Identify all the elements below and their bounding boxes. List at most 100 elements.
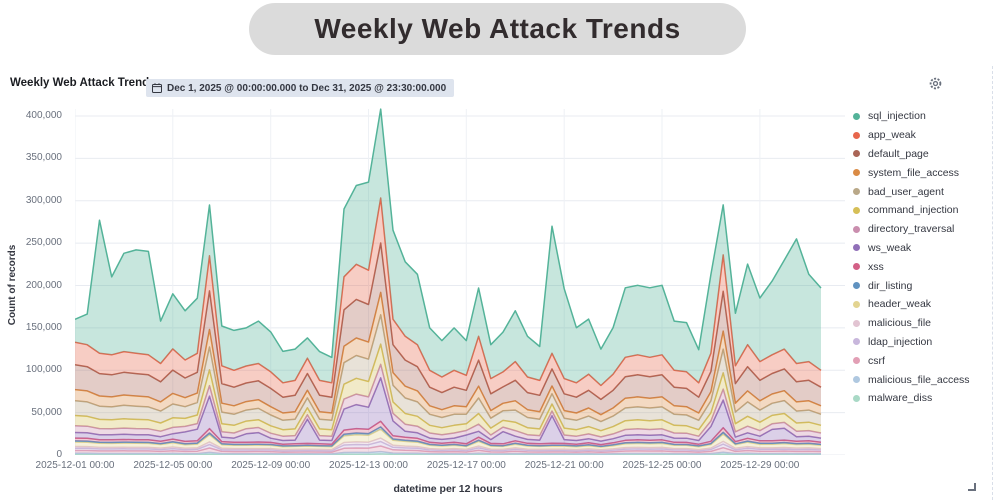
- legend-item-bad_user_agent[interactable]: bad_user_agent: [853, 182, 970, 201]
- legend-dot-icon: [853, 188, 860, 196]
- area-band-header_weak: [75, 429, 821, 450]
- area-line-system_file_access: [74, 291, 822, 416]
- x-tick-label: 2025-12-05 00:00: [133, 460, 213, 471]
- area-band-directory_traversal: [75, 364, 821, 442]
- y-tick-label: 400,000: [25, 110, 62, 121]
- legend-label: header_weak: [868, 298, 932, 311]
- legend-dot-icon: [853, 206, 860, 214]
- legend-item-malicious_file[interactable]: malicious_file: [853, 314, 970, 333]
- panel-title: Weekly Web Attack Trends: [10, 77, 156, 89]
- x-tick-label: 2025-12-25 00:00: [622, 460, 702, 471]
- y-tick-label: 0: [56, 449, 62, 460]
- time-range-text: Dec 1, 2025 @ 00:00:00.000 to Dec 31, 20…: [167, 82, 447, 94]
- y-tick-label: 200,000: [25, 279, 62, 291]
- legend-item-csrf[interactable]: csrf: [853, 351, 970, 370]
- legend-label: ws_weak: [868, 241, 912, 254]
- legend-item-dir_listing[interactable]: dir_listing: [853, 276, 970, 295]
- legend-dot-icon: [853, 263, 860, 271]
- legend-item-malicious_file_access[interactable]: malicious_file_access: [853, 370, 970, 389]
- x-tick-label: 2025-12-01 00:00: [35, 460, 115, 471]
- area-line-directory_traversal: [74, 363, 822, 438]
- area-line-default_page: [74, 242, 822, 401]
- legend-label: default_page: [868, 147, 929, 160]
- area-band-bad_user_agent: [75, 314, 821, 431]
- resize-corner-icon[interactable]: [968, 483, 976, 491]
- legend-item-default_page[interactable]: default_page: [853, 145, 970, 164]
- area-line-command_injection: [74, 343, 822, 432]
- y-tick-label: 300,000: [25, 194, 62, 206]
- area-line-app_weak: [74, 197, 822, 387]
- legend-dot-icon: [853, 112, 860, 120]
- area-line-malicious_file_access: [75, 450, 822, 455]
- time-range-badge[interactable]: Dec 1, 2025 @ 00:00:00.000 to Dec 31, 20…: [146, 79, 455, 97]
- legend-dot-icon: [853, 376, 860, 384]
- area-line-malware_diss: [75, 453, 822, 456]
- legend-item-ws_weak[interactable]: ws_weak: [853, 239, 970, 258]
- area-band-sql_injection: [75, 109, 821, 386]
- area-line-sql_injection: [74, 108, 822, 359]
- page-title-pill: Weekly Web Attack Trends: [249, 3, 746, 55]
- page-title: Weekly Web Attack Trends: [314, 13, 681, 44]
- area-band-ws_weak: [75, 377, 821, 445]
- legend-label: bad_user_agent: [868, 185, 944, 198]
- y-tick-label: 150,000: [25, 321, 62, 333]
- legend-dot-icon: [853, 131, 860, 139]
- area-line-ws_weak: [74, 377, 822, 442]
- legend-label: csrf: [868, 354, 885, 367]
- legend-dot-icon: [853, 357, 860, 365]
- legend-dot-icon: [853, 244, 860, 252]
- legend-dot-icon: [853, 225, 860, 233]
- x-tick-label: 2025-12-17 00:00: [426, 460, 506, 471]
- legend-item-sql_injection[interactable]: sql_injection: [853, 107, 970, 126]
- legend-label: malicious_file_access: [868, 373, 970, 386]
- legend-dot-icon: [853, 300, 860, 308]
- legend-item-ldap_injection[interactable]: ldap_injection: [853, 333, 970, 352]
- x-tick-label: 2025-12-29 00:00: [720, 460, 800, 471]
- x-tick-label: 2025-12-13 00:00: [329, 460, 408, 471]
- chart-legend: sql_injection app_weak default_page system_…: [853, 107, 970, 408]
- gear-icon: [928, 76, 943, 96]
- legend-label: malware_diss: [868, 392, 933, 405]
- legend-item-xss[interactable]: xss: [853, 257, 970, 276]
- legend-dot-icon: [853, 394, 860, 402]
- legend-label: dir_listing: [868, 279, 913, 292]
- panel-settings-button[interactable]: [926, 77, 944, 95]
- legend-label: sql_injection: [868, 110, 926, 123]
- area-band-command_injection: [75, 344, 821, 437]
- area-line-ldap_injection: [74, 440, 822, 452]
- legend-label: directory_traversal: [868, 223, 955, 236]
- legend-label: system_file_access: [868, 166, 960, 179]
- legend-label: ldap_injection: [868, 335, 933, 348]
- legend-item-directory_traversal[interactable]: directory_traversal: [853, 220, 970, 239]
- legend-dot-icon: [853, 169, 860, 177]
- area-line-header_weak: [74, 428, 822, 448]
- legend-label: xss: [868, 260, 884, 273]
- legend-item-system_file_access[interactable]: system_file_access: [853, 163, 970, 182]
- legend-item-app_weak[interactable]: app_weak: [853, 126, 970, 145]
- y-tick-label: 50,000: [31, 406, 62, 418]
- legend-dot-icon: [853, 338, 860, 346]
- legend-dot-icon: [853, 319, 860, 327]
- calendar-icon: [152, 83, 162, 93]
- x-tick-label: 2025-12-21 00:00: [524, 460, 604, 471]
- y-tick-label: 100,000: [25, 364, 62, 376]
- area-line-malicious_file: [74, 437, 822, 451]
- legend-item-malware_diss[interactable]: malware_diss: [853, 389, 970, 408]
- y-tick-label: 350,000: [25, 152, 62, 164]
- legend-item-header_weak[interactable]: header_weak: [853, 295, 970, 314]
- legend-dot-icon: [853, 150, 860, 158]
- x-axis-title: datetime per 12 hours: [393, 483, 503, 495]
- legend-label: malicious_file: [868, 317, 932, 330]
- visualization-panel: Weekly Web Attack Trends Dec 1, 2025 @ 0…: [0, 66, 993, 500]
- legend-label: command_injection: [868, 204, 959, 217]
- attack-trends-chart[interactable]: [74, 105, 845, 456]
- legend-item-command_injection[interactable]: command_injection: [853, 201, 970, 220]
- legend-label: app_weak: [868, 129, 916, 142]
- chart-svg[interactable]: [74, 105, 845, 456]
- area-line-csrf: [75, 445, 822, 453]
- area-line-dir_listing: [74, 426, 822, 448]
- x-tick-label: 2025-12-09 00:00: [231, 460, 311, 471]
- area-line-xss: [74, 420, 822, 446]
- area-line-bad_user_agent: [74, 314, 822, 423]
